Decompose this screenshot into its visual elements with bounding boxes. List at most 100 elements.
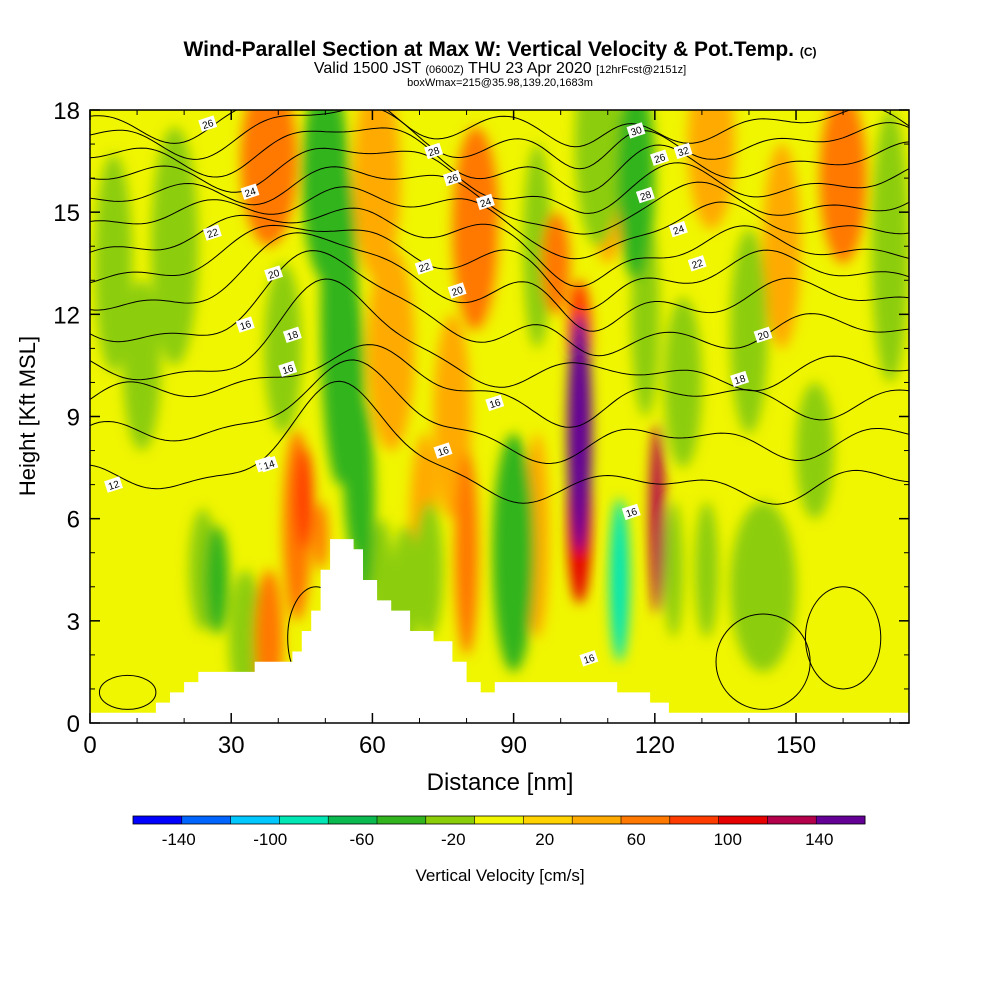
isentrope-line xyxy=(90,380,909,505)
colorbar-tick-label: -100 xyxy=(253,830,287,849)
velocity-cell xyxy=(871,110,909,383)
contour-label-text: 26 xyxy=(653,152,667,166)
contour-label-text: 16 xyxy=(436,445,450,459)
contour-labels: 1214161820222426141616161616182020222224… xyxy=(104,115,773,667)
y-tick-label: 0 xyxy=(67,711,80,738)
x-tick-label: 120 xyxy=(635,732,675,759)
isentrope-loop xyxy=(804,586,882,690)
isentrope-line xyxy=(90,166,909,235)
contour-label: 22 xyxy=(414,258,434,275)
contour-label-text: 16 xyxy=(239,319,253,333)
contour-label: 24 xyxy=(668,221,688,238)
velocity-cell xyxy=(367,246,415,451)
title-main: Wind-Parallel Section at Max W: Vertical… xyxy=(183,38,794,61)
isentrope-line xyxy=(90,110,909,148)
contour-label-text: 16 xyxy=(625,506,639,520)
contour-label-text: 16 xyxy=(582,653,596,667)
velocity-cell xyxy=(617,110,655,281)
velocity-cell xyxy=(341,280,366,553)
colorbar: -140 -100 -60 -20 20 60 100 140 xyxy=(132,815,866,849)
x-axis-label: Distance [nm] xyxy=(427,769,574,796)
x-tick-label: 0 xyxy=(83,732,96,759)
valid-prefix: Valid 1500 JST xyxy=(313,60,421,77)
colorbar-swatch xyxy=(474,816,524,824)
colorbar-swatch xyxy=(669,816,720,824)
y-tick-label: 9 xyxy=(67,405,80,432)
colorbar-swatch xyxy=(621,816,671,824)
contour-label-text: 16 xyxy=(488,397,502,411)
x-tick-label: 90 xyxy=(500,732,527,759)
contour-label-text: 28 xyxy=(639,189,653,203)
contour-label: 18 xyxy=(730,370,750,387)
contour-label: 14 xyxy=(259,456,279,473)
velocity-cell xyxy=(694,501,719,638)
velocity-cell xyxy=(414,501,444,638)
isentrope-line xyxy=(90,224,909,311)
isentrope-line xyxy=(90,250,909,357)
isentrope-contours xyxy=(90,110,909,710)
velocity-cell xyxy=(294,447,314,550)
contour-label: 32 xyxy=(673,142,693,159)
velocity-cell xyxy=(687,110,735,230)
contour-label-text: 22 xyxy=(418,261,432,275)
isentrope-line xyxy=(90,110,909,170)
colorbar-swatch xyxy=(523,816,573,824)
title-units: (C) xyxy=(799,45,817,59)
velocity-cell xyxy=(205,525,229,635)
contour-label-text: 26 xyxy=(446,172,460,186)
velocity-cell xyxy=(240,110,298,247)
plot-area: 1214161820222426141616161616182020222224… xyxy=(90,110,909,723)
contour-label-text: 18 xyxy=(286,329,300,343)
y-tick-label: 18 xyxy=(53,98,80,125)
colorbar-swatch xyxy=(425,816,476,824)
isentrope-line xyxy=(90,147,909,214)
terrain xyxy=(90,539,909,723)
colorbar-tick-label: 20 xyxy=(535,830,554,849)
contour-label: 16 xyxy=(235,316,255,333)
contour-label-text: 24 xyxy=(479,196,493,210)
contour-label-text: 16 xyxy=(281,363,295,377)
isentrope-line xyxy=(90,359,909,465)
velocity-cell xyxy=(523,144,552,349)
contour-label: 16 xyxy=(433,442,453,459)
contour-label: 26 xyxy=(198,115,218,132)
contour-label: 20 xyxy=(264,265,284,282)
isentrope-line xyxy=(90,278,909,392)
colorbar-tick-label: -140 xyxy=(162,830,196,849)
x-tick-label: 150 xyxy=(776,732,816,759)
colorbar-tick-label: -20 xyxy=(441,830,466,849)
velocity-cell xyxy=(492,433,535,672)
valid-utc: (0600Z) xyxy=(425,64,464,76)
isentrope-line xyxy=(90,232,909,332)
velocity-cell xyxy=(664,297,702,468)
contour-label: 22 xyxy=(687,255,707,272)
colorbar-swatch xyxy=(133,816,183,824)
velocity-cell xyxy=(264,263,302,434)
velocity-cell xyxy=(649,423,665,615)
contour-label-text: 22 xyxy=(206,227,220,241)
colorbar-tick-label: -60 xyxy=(349,830,374,849)
colorbar-swatch xyxy=(572,816,622,824)
isentrope-line xyxy=(90,344,909,428)
axes: 0 30 60 90 120 150 0 3 6 9 12 15 18 xyxy=(53,98,909,759)
colorbar-tick-label: 60 xyxy=(627,830,646,849)
contour-label: 30 xyxy=(626,122,646,139)
valid-date: THU 23 Apr 2020 xyxy=(468,60,592,77)
colorbar-swatch xyxy=(767,816,817,824)
contour-label-text: 12 xyxy=(107,479,121,493)
colorbar-frame xyxy=(132,815,866,825)
contour-label-text: 20 xyxy=(267,268,281,282)
velocity-cell xyxy=(454,450,479,655)
box-info: boxWmax=215@35.98,139.20,1683m xyxy=(407,77,593,89)
velocity-cell xyxy=(730,501,797,672)
valid-time: Valid 1500 JST (0600Z) THU 23 Apr 2020 [… xyxy=(0,60,1000,78)
contour-label-text: 26 xyxy=(201,118,215,132)
velocity-cell xyxy=(567,314,592,553)
contour-label-text: 24 xyxy=(672,224,686,238)
isentrope-line xyxy=(90,186,909,260)
contour-label: 16 xyxy=(579,650,599,667)
contour-label: 20 xyxy=(753,326,773,343)
colorbar-swatch xyxy=(718,816,768,824)
contour-label: 26 xyxy=(650,149,669,166)
velocity-cell xyxy=(609,498,630,662)
